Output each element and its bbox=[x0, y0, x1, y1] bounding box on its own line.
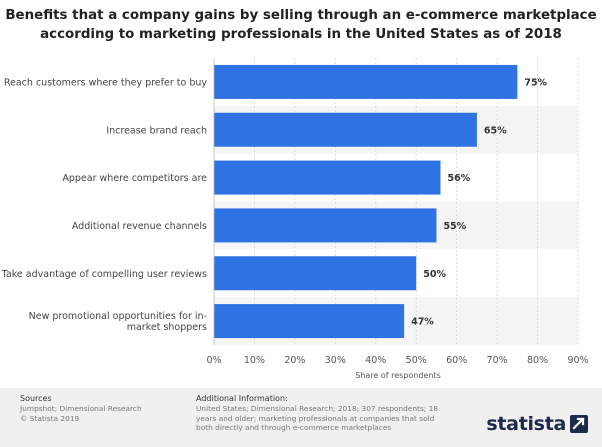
bar bbox=[214, 256, 417, 291]
category-label: Additional revenue channels bbox=[72, 221, 207, 232]
category-label: New promotional opportunities for in- bbox=[29, 311, 207, 322]
value-label: 65% bbox=[484, 125, 507, 136]
bar bbox=[214, 208, 437, 243]
bar bbox=[214, 160, 441, 195]
chart-title-line-1: Benefits that a company gains by selling… bbox=[5, 8, 597, 23]
logo-text: statista bbox=[486, 413, 566, 435]
chart-title-line-2: according to marketing professionals in … bbox=[40, 27, 562, 42]
category-label: market shoppers bbox=[127, 322, 207, 333]
statista-logo[interactable]: statista bbox=[486, 413, 588, 435]
statista-arrow-icon bbox=[570, 415, 588, 433]
value-label: 50% bbox=[423, 269, 446, 280]
x-tick-label: 20% bbox=[284, 355, 305, 366]
category-label: Appear where competitors are bbox=[62, 173, 207, 184]
x-tick-label: 30% bbox=[325, 355, 346, 366]
value-label: 47% bbox=[411, 317, 434, 328]
value-label: 55% bbox=[443, 221, 466, 232]
footer: Sources Jumpshot; Dimensional Research ©… bbox=[0, 388, 602, 447]
sources-heading: Sources bbox=[20, 394, 52, 403]
sources-line-2: © Statista 2019 bbox=[20, 413, 80, 423]
category-label: Take advantage of compelling user review… bbox=[1, 269, 207, 280]
chart-title: Benefits that a company gains by selling… bbox=[0, 6, 602, 44]
category-label: Increase brand reach bbox=[106, 125, 207, 136]
additional-info-line-3: both directly and through e-commerce mar… bbox=[196, 423, 392, 432]
sources-line-1: Jumpshot; Dimensional Research bbox=[20, 404, 142, 413]
additional-info-block: Additional Information: United States; D… bbox=[196, 394, 468, 433]
bar bbox=[214, 64, 518, 99]
value-label: 56% bbox=[447, 173, 470, 184]
sources-block: Sources Jumpshot; Dimensional Research ©… bbox=[20, 394, 180, 423]
x-tick-label: 60% bbox=[446, 355, 467, 366]
x-tick-label: 90% bbox=[567, 355, 588, 366]
x-tick-label: 70% bbox=[487, 355, 508, 366]
x-tick-label: 50% bbox=[406, 355, 427, 366]
x-tick-label: 0% bbox=[206, 355, 221, 366]
additional-info-line-2: years and older; marketing professionals… bbox=[196, 413, 435, 423]
bar bbox=[214, 112, 477, 147]
x-tick-label: 80% bbox=[527, 355, 548, 366]
category-label: Reach customers where they prefer to buy bbox=[4, 77, 208, 88]
x-tick-label: 40% bbox=[365, 355, 386, 366]
x-tick-label: 10% bbox=[244, 355, 265, 366]
additional-info-line-1: United States; Dimensional Research; 201… bbox=[196, 404, 439, 413]
value-label: 75% bbox=[524, 77, 547, 88]
bar bbox=[214, 304, 405, 339]
additional-info-heading: Additional Information: bbox=[196, 394, 288, 403]
x-axis-title: Share of respondents bbox=[355, 371, 441, 380]
